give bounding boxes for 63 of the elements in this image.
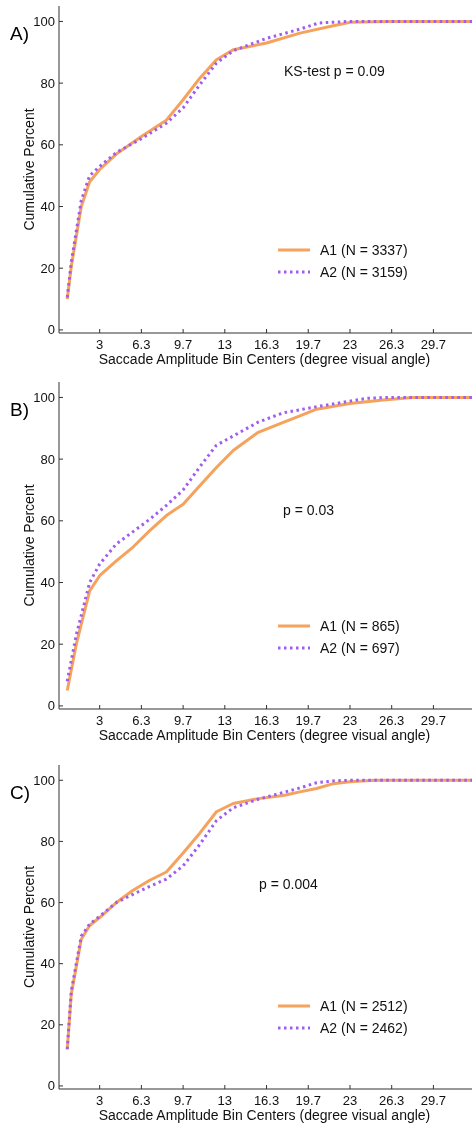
x-tick-label: 6.3 (132, 713, 151, 728)
x-tick-label: 19.7 (295, 1093, 321, 1108)
y-tick-label: 0 (47, 1078, 55, 1094)
y-tick-label: 80 (40, 833, 55, 849)
legend-label: A2 (N = 697) (320, 639, 400, 656)
y-tick-label: 20 (40, 636, 55, 652)
y-tick-label: 0 (47, 322, 55, 338)
y-tick-label: 40 (40, 956, 55, 972)
y-tick-label: 60 (40, 895, 55, 911)
y-tick-label: 80 (40, 75, 55, 91)
text: A) (10, 23, 29, 44)
x-tick-label: 3 (96, 713, 104, 728)
y-tick-label: 40 (40, 575, 55, 591)
x-axis-title: Saccade Amplitude Bin Centers (degree visual angle) (98, 351, 431, 367)
x-tick-label: 16.3 (253, 1093, 280, 1108)
x-tick-label: 26.3 (379, 1093, 405, 1108)
legend-label: A1 (N = 2512) (320, 997, 408, 1014)
x-axis-title: Saccade Amplitude Bin Centers (degree visual angle) (98, 1107, 431, 1123)
y-tick-label: 40 (40, 199, 55, 215)
legend-label: A1 (N = 3337) (320, 241, 408, 258)
x-tick-label: 26.3 (379, 713, 405, 728)
x-tick-label: 23 (342, 713, 358, 728)
y-tick-label: 80 (40, 451, 55, 467)
y-axis-title: Cumulative Percent (21, 108, 37, 231)
annotation: KS-test p = 0.09 (284, 63, 385, 79)
y-tick-label: 0 (47, 698, 55, 714)
legend-label: A1 (N = 865) (320, 617, 400, 634)
x-tick-label: 23 (342, 337, 358, 352)
y-axis-title: Cumulative Percent (21, 865, 37, 989)
x-tick-label: 9.7 (174, 713, 193, 728)
text: C) (10, 782, 31, 803)
y-tick-label: 100 (33, 772, 55, 788)
x-tick-label: 23 (342, 1093, 358, 1108)
y-tick-label: 20 (40, 1017, 55, 1033)
x-tick-label: 29.7 (420, 337, 447, 352)
x-tick-label: 19.7 (295, 713, 321, 728)
y-tick-label: 100 (33, 13, 55, 29)
x-tick-label: 16.3 (253, 713, 280, 728)
x-tick-label: 9.7 (174, 337, 193, 352)
y-tick-label: 60 (40, 137, 55, 153)
legend-label: A2 (N = 3159) (320, 263, 408, 280)
x-tick-label: 3 (96, 1093, 104, 1108)
y-tick-label: 100 (33, 389, 55, 405)
x-tick-label: 6.3 (132, 1093, 151, 1108)
x-tick-label: 13 (217, 713, 233, 728)
text: B) (10, 399, 29, 420)
y-tick-label: 60 (40, 513, 55, 529)
x-tick-label: 9.7 (174, 1093, 193, 1108)
annotation: p = 0.03 (283, 502, 335, 518)
x-tick-label: 13 (217, 1093, 233, 1108)
x-tick-label: 19.7 (295, 337, 321, 352)
y-axis-title: Cumulative Percent (21, 484, 37, 607)
x-axis-title: Saccade Amplitude Bin Centers (degree visual angle) (98, 727, 431, 743)
annotation: p = 0.004 (259, 876, 318, 892)
x-tick-label: 6.3 (132, 337, 151, 352)
legend-label: A2 (N = 2462) (320, 1019, 408, 1036)
x-tick-label: 16.3 (253, 337, 280, 352)
x-tick-label: 13 (217, 337, 233, 352)
x-tick-label: 26.3 (379, 337, 405, 352)
x-tick-label: 3 (96, 337, 104, 352)
x-tick-label: 29.7 (420, 713, 447, 728)
y-tick-label: 20 (40, 260, 55, 276)
x-tick-label: 29.7 (420, 1093, 447, 1108)
